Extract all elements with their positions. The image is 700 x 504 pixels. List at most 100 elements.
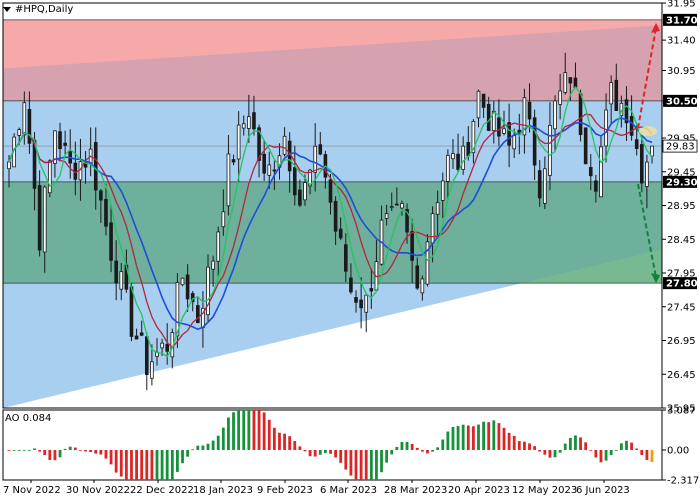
x-tick-label: 30 Nov 2022 <box>66 485 130 496</box>
ao-bar <box>267 419 271 450</box>
forecast-down-arrowhead <box>651 273 660 284</box>
ao-bar <box>196 445 200 450</box>
ao-bar <box>512 435 516 450</box>
candle-body <box>471 120 476 154</box>
ao-bar <box>288 436 292 450</box>
ao-bar <box>334 449 338 458</box>
candle-body <box>446 154 450 182</box>
candle-body <box>134 335 139 340</box>
ao-bar <box>426 449 429 454</box>
ao-bar <box>640 449 644 455</box>
candle-body <box>634 139 639 149</box>
y-tick-label: 26.95 <box>667 336 696 347</box>
ao-bar <box>385 449 389 463</box>
candle-body <box>150 361 154 379</box>
ao-bar <box>38 449 42 452</box>
candle-body <box>160 342 164 349</box>
ao-bar <box>635 448 639 450</box>
candle-body <box>22 102 27 136</box>
forecast-up-arrow <box>637 27 657 129</box>
y-tick-label: 26.45 <box>667 370 696 381</box>
ao-bar <box>262 412 266 450</box>
candle-body <box>308 169 312 187</box>
ao-bar <box>33 448 36 450</box>
ao-bar <box>58 449 62 458</box>
candle-body <box>604 109 608 147</box>
candle-body <box>527 101 532 120</box>
level-tag-label: 30.50 <box>666 96 698 107</box>
ao-bar <box>614 449 618 451</box>
candle-body <box>93 142 98 191</box>
ao-bar <box>89 449 93 453</box>
candle-body <box>359 299 363 309</box>
dropdown-arrow-icon[interactable] <box>3 6 11 12</box>
ao-bar <box>359 449 363 480</box>
ao-bar <box>604 449 608 461</box>
y-tick-label: 27.95 <box>667 269 696 280</box>
ao-bar <box>130 449 133 480</box>
ao-bar <box>298 446 302 450</box>
chart-title-label: #HPQ,Daily <box>15 3 74 15</box>
candle-body <box>384 213 389 219</box>
resistance-zone <box>3 19 662 101</box>
candle-body <box>236 124 241 160</box>
chart-title: #HPQ,Daily <box>3 2 73 16</box>
ao-bar <box>487 422 491 450</box>
current-price-tag <box>662 139 698 153</box>
candle-body <box>420 278 425 294</box>
candle-body <box>451 153 455 160</box>
ao-bar <box>410 444 414 450</box>
ao-bar <box>492 420 496 450</box>
ao-bar <box>507 432 511 450</box>
ao-bar <box>420 449 424 452</box>
candle-body <box>502 128 506 134</box>
level-tag-label: 29.30 <box>666 177 698 188</box>
ao-bar <box>160 449 164 480</box>
candle-body <box>410 231 414 261</box>
y-tick-label: 30.95 <box>667 66 696 77</box>
ao-bar <box>497 423 501 450</box>
ao-bar <box>477 424 480 450</box>
ao-bar <box>170 449 174 480</box>
candle-body <box>588 167 593 177</box>
candle-body <box>257 127 261 161</box>
candle-body <box>53 130 57 164</box>
ao-bar <box>400 442 404 450</box>
ao-bar <box>625 440 628 450</box>
x-tick-label: 18 Jan 2023 <box>193 485 253 496</box>
ma-mid-line <box>8 113 653 349</box>
candle-body <box>563 72 568 93</box>
candle-body <box>119 271 124 290</box>
ao-bar <box>150 449 154 480</box>
candle-body <box>507 122 511 146</box>
ao-bar <box>517 441 521 450</box>
candle-body <box>313 145 317 173</box>
ao-bar <box>237 410 241 450</box>
ao-bar <box>563 443 567 450</box>
ao-bar <box>232 412 235 450</box>
ao-y-tick-label: -2.317 <box>667 476 699 487</box>
ao-bar <box>7 449 11 451</box>
ao-bar <box>221 427 225 450</box>
y-tick-label: 31.40 <box>667 36 696 47</box>
ao-bar <box>349 449 353 476</box>
ao-bar <box>528 443 531 450</box>
x-tick-label: 12 May 2023 <box>512 485 577 496</box>
candle-body <box>114 260 118 284</box>
candle-body <box>139 332 144 336</box>
candle-body <box>532 117 537 166</box>
candle-body <box>497 117 501 137</box>
x-tick-label: 6 Mar 2023 <box>320 485 377 496</box>
ao-bar <box>206 443 210 450</box>
ao-bar <box>558 449 562 453</box>
candle-body <box>594 180 598 192</box>
ao-bar <box>216 435 220 450</box>
y-tick-label: 29.95 <box>667 134 696 145</box>
candle-body <box>17 129 22 136</box>
ao-bar <box>466 425 470 450</box>
ao-bar <box>482 421 485 450</box>
y-tick-label: 28.95 <box>667 201 696 212</box>
level-tag-label: 31.70 <box>666 15 698 26</box>
